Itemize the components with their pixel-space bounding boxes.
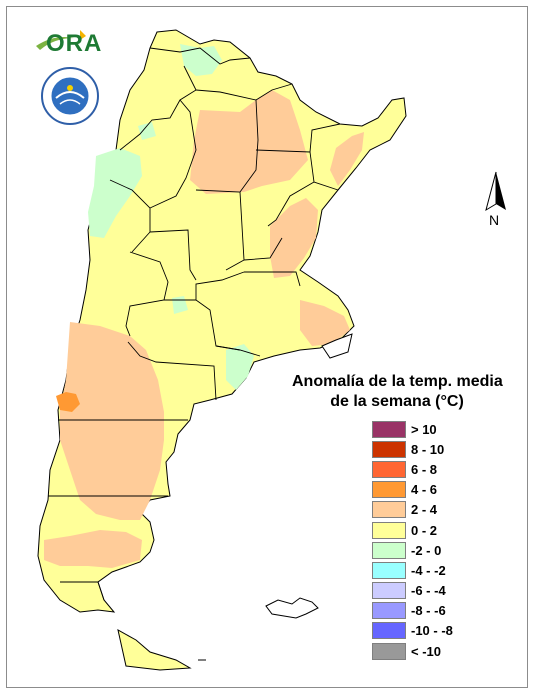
- zone-warm-south: [44, 530, 142, 568]
- province-boundaries: [48, 47, 341, 601]
- legend-label: > 10: [411, 421, 437, 437]
- weather-service-seal: [40, 66, 100, 126]
- legend-label: 2 - 4: [411, 502, 438, 518]
- zone-warm-patagonia-north: [60, 322, 164, 520]
- legend-swatch: [372, 460, 406, 478]
- legend-swatch: [372, 582, 406, 600]
- legend-label: 8 - 10: [411, 441, 445, 457]
- legend-label: -10 - -8: [411, 623, 453, 639]
- zone-warm-ne: [330, 132, 364, 186]
- north-label: N: [489, 212, 500, 228]
- legend-item: > 10: [372, 419, 472, 439]
- legend-label: -4 - -2: [411, 562, 446, 578]
- ora-swoosh-icon: [36, 30, 86, 50]
- legend-label: -6 - -4: [411, 583, 446, 599]
- legend-swatch: [372, 561, 406, 579]
- zone-cool-coast: [226, 344, 254, 390]
- zone-hot-spot: [56, 392, 80, 412]
- north-arrow-icon: [485, 171, 506, 212]
- zone-warm-noa: [190, 90, 308, 194]
- legend-swatch: [372, 622, 406, 640]
- legend-item: 4 - 6: [372, 480, 472, 500]
- rio-de-la-plata: [321, 333, 353, 359]
- legend-swatch: [372, 602, 406, 620]
- zone-cool-small2: [172, 296, 188, 314]
- ora-logo-text: ORA: [46, 30, 103, 57]
- legend-item: -4 - -2: [372, 560, 472, 580]
- legend-title-line2: de la semana (°C): [330, 393, 464, 410]
- legend-swatch: [372, 521, 406, 539]
- legend-item: -6 - -4: [372, 581, 472, 601]
- legend-item: -2 - 0: [372, 540, 472, 560]
- legend-title: Anomalía de la temp. media de la semana …: [292, 372, 503, 412]
- legend: > 10 8 - 10 6 - 8 4 - 6 2 - 4 0 - 2 -2 - 0 -4 -…: [372, 419, 472, 661]
- north-arrow: N: [480, 170, 512, 234]
- legend-label: < -10: [411, 643, 441, 659]
- legend-label: 6 - 8: [411, 461, 438, 477]
- legend-item: 6 - 8: [372, 459, 472, 479]
- zone-warm-east: [300, 300, 350, 346]
- zone-cool-andes: [88, 148, 142, 238]
- legend-swatch: [372, 420, 406, 438]
- legend-label: -8 - -6: [411, 603, 446, 619]
- seal-icon: [41, 67, 99, 125]
- legend-label: -2 - 0: [411, 542, 442, 558]
- legend-item: 8 - 10: [372, 439, 472, 459]
- legend-item: < -10: [372, 641, 472, 661]
- legend-label: 4 - 6: [411, 482, 438, 498]
- legend-swatch: [372, 541, 406, 559]
- zone-cool-small1: [138, 122, 156, 140]
- legend-item: -10 - -8: [372, 621, 472, 641]
- ora-logo: ORA: [34, 26, 106, 60]
- legend-swatch: [372, 440, 406, 458]
- zone-warm-litoral: [270, 198, 318, 278]
- legend-swatch: [372, 501, 406, 519]
- legend-item: 0 - 2: [372, 520, 472, 540]
- zone-cool-north: [180, 44, 222, 76]
- tierra-del-fuego: [117, 629, 192, 671]
- legend-swatch: [372, 481, 406, 499]
- legend-swatch: [372, 642, 406, 660]
- legend-item: 2 - 4: [372, 500, 472, 520]
- legend-title-line1: Anomalía de la temp. media: [292, 373, 503, 390]
- legend-item: -8 - -6: [372, 601, 472, 621]
- legend-label: 0 - 2: [411, 522, 438, 538]
- islas-malvinas: [265, 597, 319, 619]
